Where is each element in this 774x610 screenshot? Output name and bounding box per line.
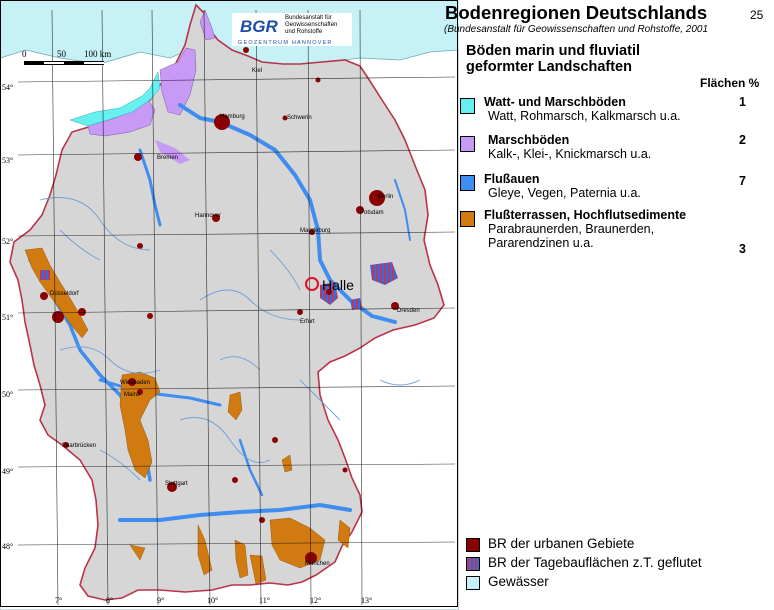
logo-center-text: GEOZENTRUM HANNOVER bbox=[238, 40, 333, 46]
legend-heading: Böden marin und fluviatil geformter Land… bbox=[466, 43, 641, 75]
city-label-stuttgart: Stuttgart bbox=[165, 481, 188, 487]
city-label-muenchen: München bbox=[305, 561, 330, 567]
legend-item-title: Flußterrassen, Hochflutsedimente bbox=[484, 208, 687, 222]
marsh-area-north bbox=[159, 47, 197, 116]
logo-text-line1: Bundesanstalt für bbox=[285, 15, 332, 21]
legend-swatch bbox=[460, 175, 475, 191]
legend-item-desc: Parabraunerden, Braunerden, Pararendzine… bbox=[488, 222, 655, 250]
legend-item-pct: 3 bbox=[739, 242, 746, 256]
legend-item-desc: Watt, Rohmarsch, Kalkmarsch u.a. bbox=[488, 109, 681, 123]
page-number: 25 bbox=[750, 8, 764, 22]
lat-label: 50° bbox=[2, 390, 13, 399]
lon-label: 9° bbox=[157, 596, 164, 605]
lat-label: 49° bbox=[2, 467, 13, 476]
legend-item-watt: Watt- und Marschböden Watt, Rohmarsch, K… bbox=[460, 95, 760, 127]
lat-label: 52° bbox=[2, 237, 13, 246]
lon-label: 13° bbox=[361, 596, 372, 605]
scale-label-100: 100 km bbox=[84, 49, 111, 59]
mining-areas bbox=[40, 262, 398, 310]
city-label-wiesbaden: Wiesbaden bbox=[120, 380, 150, 386]
city-label-dresden: Dresden bbox=[397, 308, 420, 314]
legend-column-header: Flächen % bbox=[700, 76, 760, 90]
source-citation: (Bundesanstalt für Geowissenschaften und… bbox=[444, 24, 709, 35]
city-label-mainz: Mainz bbox=[124, 392, 140, 398]
city-label-magdeburg: Magdeburg bbox=[300, 228, 330, 234]
city-label-hamburg: Hamburg bbox=[220, 114, 245, 120]
lon-label: 12° bbox=[310, 596, 321, 605]
legend-swatch bbox=[460, 136, 475, 152]
watt-area bbox=[69, 71, 161, 127]
scale-bar: 0 50 100 km bbox=[22, 49, 111, 65]
lon-label: 10° bbox=[207, 596, 218, 605]
city-labels: Kiel Hamburg Schwerin Bremen Berlin Pots… bbox=[50, 68, 420, 567]
lat-label: 53° bbox=[2, 156, 13, 165]
legend-item-flussauen: Flußauen Gleye, Vegen, Paternia u.a. 7 bbox=[460, 172, 760, 204]
legend-swatch bbox=[466, 576, 480, 590]
legend-item-pct: 1 bbox=[739, 95, 746, 109]
longitude-labels: 7° 8° 9° 10° 11° 12° 13° bbox=[55, 596, 372, 605]
legend-item-label: BR der urbanen Gebiete bbox=[488, 536, 635, 551]
page-title: Bodenregionen Deutschlands bbox=[445, 2, 708, 23]
scale-label-50: 50 bbox=[57, 49, 67, 59]
legend-item-mining: BR der Tagebauflächen z.T. geflutet bbox=[466, 554, 766, 572]
halle-label: Halle bbox=[322, 277, 354, 293]
legend-item-pct: 2 bbox=[739, 133, 746, 147]
city-label-kiel: Kiel bbox=[252, 68, 262, 74]
lon-label: 7° bbox=[55, 596, 62, 605]
legend-item-title: Flußauen bbox=[484, 172, 540, 186]
city-label-schwerin: Schwerin bbox=[287, 115, 312, 121]
city-label-erfurt: Erfurt bbox=[300, 319, 315, 325]
logo-text-line2: Geowissenschaften bbox=[285, 22, 337, 28]
legend-item-desc: Gleye, Vegen, Paternia u.a. bbox=[488, 186, 641, 200]
legend-item-marsch: Marschböden Kalk-, Klei-, Knickmarsch u.… bbox=[460, 133, 760, 165]
city-label-hannover: Hannover bbox=[195, 213, 221, 219]
logo-acronym: BGR bbox=[240, 17, 279, 36]
legend-item-title: Watt- und Marschböden bbox=[484, 95, 626, 109]
lat-label: 51° bbox=[2, 313, 13, 322]
coordinate-grid bbox=[17, 9, 456, 606]
city-label-potsdam: Potsdam bbox=[360, 210, 384, 216]
city-label-saarbruecken: Saarbrücken bbox=[62, 443, 96, 449]
legend-item-label: Gewässer bbox=[488, 574, 549, 589]
legend-swatch bbox=[466, 557, 480, 571]
logo-text-line3: und Rohstoffe bbox=[285, 29, 323, 35]
marsh-area-coast bbox=[199, 9, 216, 41]
lon-label: 8° bbox=[106, 596, 113, 605]
city-label-berlin: Berlin bbox=[378, 194, 393, 200]
legend-item-pct: 7 bbox=[739, 174, 746, 188]
target-marker-icon bbox=[305, 277, 319, 291]
legend-item-desc: Kalk-, Klei-, Knickmarsch u.a. bbox=[488, 147, 652, 161]
legend-swatch bbox=[466, 538, 480, 552]
city-label-bremen: Bremen bbox=[157, 155, 178, 161]
lon-label: 11° bbox=[259, 596, 270, 605]
minor-rivers bbox=[39, 197, 421, 481]
latitude-labels: 54° 53° 52° 51° 50° 49° 48° bbox=[2, 83, 13, 551]
soil-region-map: BGR Bundesanstalt für Geowissenschaften … bbox=[0, 0, 459, 610]
city-label-duesseldorf: Düsseldorf bbox=[50, 291, 79, 297]
lat-label: 54° bbox=[2, 83, 13, 92]
bgr-logo: BGR Bundesanstalt für Geowissenschaften … bbox=[232, 13, 352, 46]
legend-item-water: Gewässer bbox=[466, 573, 766, 591]
marsh-area-weser bbox=[155, 140, 190, 164]
legend-item-label: BR der Tagebauflächen z.T. geflutet bbox=[488, 555, 702, 570]
legend-item-urban: BR der urbanen Gebiete bbox=[466, 535, 766, 553]
legend-item-title: Marschböden bbox=[488, 133, 570, 147]
legend-item-flussterrassen: Flußterrassen, Hochflutsedimente Parabra… bbox=[460, 208, 760, 270]
scale-label-0: 0 bbox=[22, 49, 27, 59]
map-frame bbox=[0, 0, 458, 607]
lat-label: 48° bbox=[2, 542, 13, 551]
legend-swatch bbox=[460, 98, 475, 114]
legend-swatch bbox=[460, 211, 475, 227]
halle-marker: Halle bbox=[305, 277, 354, 293]
